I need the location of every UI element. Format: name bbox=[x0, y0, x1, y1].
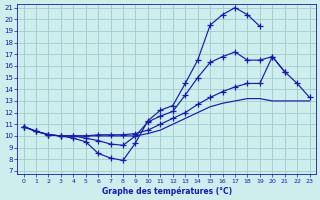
X-axis label: Graphe des températures (°C): Graphe des températures (°C) bbox=[101, 186, 232, 196]
